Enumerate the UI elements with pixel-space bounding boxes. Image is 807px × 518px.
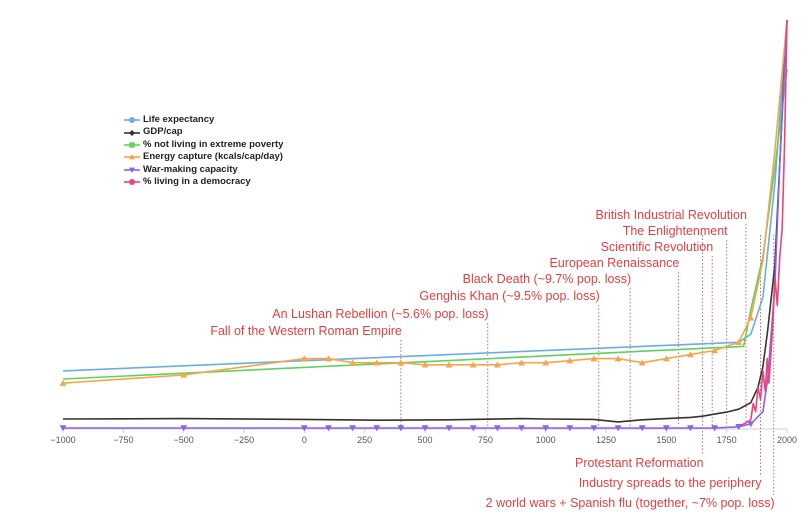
data-point <box>445 425 453 432</box>
data-point <box>687 425 694 432</box>
x-tick-label: −500 <box>174 435 194 445</box>
annotation-label: The Enlightenment <box>623 224 728 238</box>
legend-label: GDP/cap <box>143 126 183 138</box>
x-tick-label: −750 <box>113 435 133 445</box>
data-point <box>687 351 694 358</box>
data-point <box>445 361 453 368</box>
data-point <box>542 425 550 432</box>
data-point <box>325 355 332 362</box>
x-tick-label: −1000 <box>50 435 75 445</box>
x-tick-label: −250 <box>234 435 254 445</box>
x-tick-label: 750 <box>478 435 493 445</box>
x-tick-label: 1250 <box>596 435 616 445</box>
annotation-label: Scientific Revolution <box>601 240 714 254</box>
data-point <box>566 357 574 364</box>
data-point <box>614 425 622 432</box>
x-tick-label: 0 <box>302 435 307 445</box>
series-line <box>738 19 788 428</box>
legend-item[interactable]: % not living in extreme poverty <box>124 139 283 151</box>
data-point <box>373 425 381 432</box>
x-tick-label: 2000 <box>777 435 797 445</box>
annotation-label: An Lushan Rebellion (~5.6% pop. loss) <box>272 307 488 321</box>
series-line <box>62 19 788 423</box>
data-point <box>373 359 381 366</box>
data-point <box>421 425 429 432</box>
annotation-label: European Renaissance <box>549 256 679 270</box>
annotation-label: 2 world wars + Spanish flu (together, ~7… <box>486 496 775 510</box>
data-point <box>747 421 755 428</box>
data-point <box>349 425 356 432</box>
data-point <box>421 361 429 368</box>
data-point <box>469 361 477 368</box>
legend-label: % living in a democracy <box>143 176 251 188</box>
data-point <box>662 355 670 362</box>
data-point <box>566 425 574 432</box>
legend-swatch <box>124 152 140 162</box>
data-point <box>590 355 598 362</box>
annotation-label: Protestant Reformation <box>575 456 704 470</box>
data-point <box>397 425 405 432</box>
data-point <box>711 347 718 354</box>
chart-legend: Life expectancy GDP/cap% not living in ex… <box>124 114 283 188</box>
data-point <box>638 425 646 432</box>
data-point <box>590 425 598 432</box>
data-point <box>638 359 646 366</box>
x-tick-label: 1750 <box>717 435 737 445</box>
data-point <box>494 425 501 432</box>
legend-item[interactable]: GDP/cap <box>124 126 283 138</box>
x-tick-label: 250 <box>357 435 372 445</box>
series-line <box>62 68 788 380</box>
x-tick-label: 1000 <box>536 435 556 445</box>
data-point <box>662 425 670 432</box>
legend-label: Energy capture (kcals/cap/day) <box>143 151 283 163</box>
legend-swatch <box>124 165 140 175</box>
legend-item[interactable]: Life expectancy <box>124 114 283 126</box>
annotation-label: Industry spreads to the periphery <box>579 476 762 490</box>
data-point <box>747 314 755 321</box>
annotation-label: Fall of the Western Roman Empire <box>210 324 402 338</box>
legend-item[interactable]: War-making capacity <box>124 164 283 176</box>
data-point <box>614 355 622 362</box>
data-point <box>300 355 308 362</box>
annotation-label: British Industrial Revolution <box>596 208 748 222</box>
legend-label: % not living in extreme poverty <box>143 138 284 150</box>
legend-swatch <box>124 115 140 125</box>
data-point <box>494 361 501 368</box>
legend-item[interactable]: Energy capture (kcals/cap/day) <box>124 151 283 163</box>
data-point <box>180 425 188 432</box>
data-point <box>59 379 67 386</box>
data-point <box>711 425 718 432</box>
legend-swatch <box>124 177 140 187</box>
legend-swatch <box>124 128 140 138</box>
data-point <box>180 371 188 378</box>
data-point <box>542 359 550 366</box>
annotation-label: Black Death (~9.7% pop. loss) <box>463 272 632 286</box>
data-point <box>735 424 743 431</box>
data-point <box>469 425 477 432</box>
data-point <box>349 359 356 366</box>
data-point <box>300 425 308 432</box>
annotation-label: Genghis Khan (~9.5% pop. loss) <box>419 289 599 303</box>
legend-item[interactable]: % living in a democracy <box>124 176 283 188</box>
legend-label: War-making capacity <box>143 163 238 175</box>
x-tick-label: 500 <box>417 435 432 445</box>
data-point <box>325 425 332 432</box>
legend-swatch <box>124 140 140 150</box>
data-point <box>518 425 525 432</box>
legend-label: Life expectancy <box>143 114 215 125</box>
data-point <box>735 338 743 346</box>
data-point <box>518 359 525 366</box>
data-point <box>59 425 67 432</box>
data-point <box>397 359 405 366</box>
x-tick-label: 1500 <box>656 435 676 445</box>
